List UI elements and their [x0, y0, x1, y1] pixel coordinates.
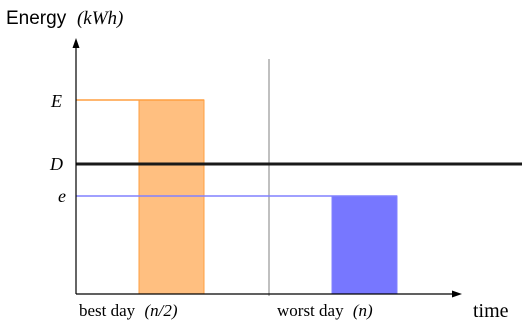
- worst-day-label: worst day (n): [277, 301, 373, 320]
- worst-day-label-var: (n): [353, 301, 373, 320]
- level-D-label: D: [49, 154, 63, 174]
- worst-day-bar: [331, 195, 398, 295]
- y-axis-title-word: Energy: [6, 8, 67, 29]
- worst-day-label-word: worst day: [277, 301, 344, 320]
- best-day-label-word: best day: [79, 301, 136, 320]
- x-axis-arrowhead: [452, 290, 462, 298]
- best-day-label: best day (n/2): [79, 301, 178, 320]
- best-day-label-var: (n/2): [144, 301, 177, 320]
- y-axis-title: Energy (kWh): [6, 8, 123, 29]
- level-E-label: E: [50, 91, 62, 111]
- x-axis-title: time: [473, 300, 509, 322]
- level-e-label: e: [58, 186, 66, 206]
- y-axis-title-unit: (kWh): [77, 8, 123, 29]
- best-day-bar: [138, 99, 205, 295]
- y-axis-arrowhead: [72, 38, 80, 48]
